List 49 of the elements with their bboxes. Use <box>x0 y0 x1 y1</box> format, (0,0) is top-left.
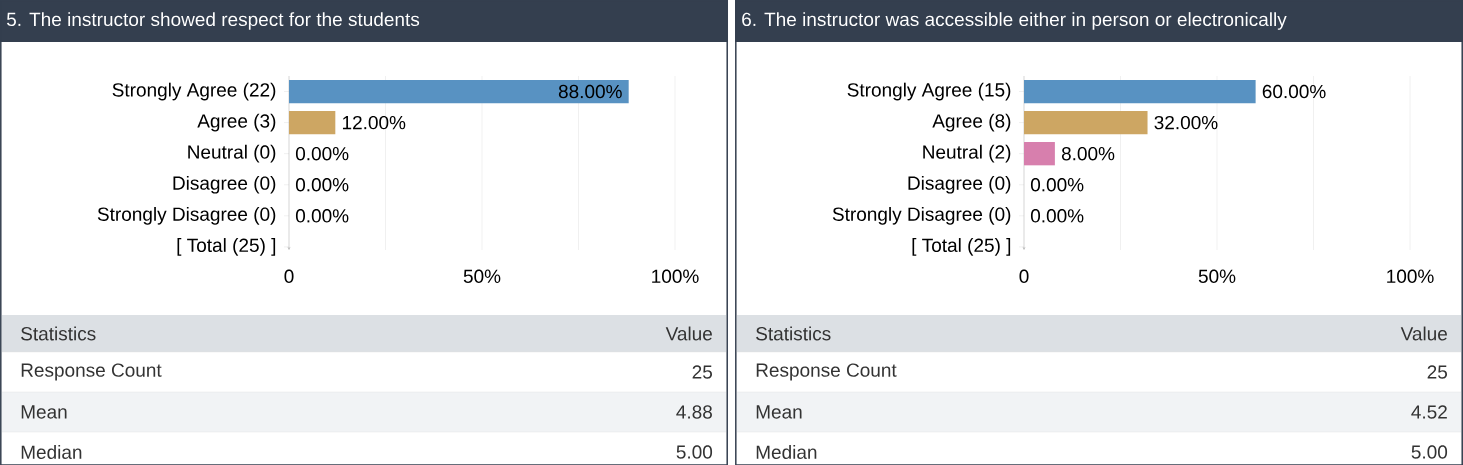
y-tick-label: [ Total (25) ] <box>912 238 1011 256</box>
data-label: 0.00% <box>1030 209 1084 223</box>
x-tick-label: 100% <box>1387 269 1434 283</box>
text: Statistics <box>756 326 831 341</box>
y-tick-label: Neutral (0) <box>188 144 276 163</box>
data-label: 5.00 <box>1411 445 1448 459</box>
data-label: 32.00% <box>1154 115 1218 130</box>
x-tick-label: 100% <box>652 269 699 283</box>
category-label: Mean <box>21 405 67 419</box>
category-label: Response Count <box>756 363 897 381</box>
x-tick-label: 0 <box>1019 269 1029 283</box>
text: Value <box>665 326 712 341</box>
data-label: 25 <box>692 365 713 379</box>
y-tick-label: Neutral (2) <box>923 144 1011 163</box>
data-label: 0.00% <box>295 178 349 192</box>
x-tick-label: 50% <box>463 269 501 283</box>
y-tick-label: Strongly Agree (22) <box>112 82 276 101</box>
chart-title: 6. The instructor was accessible either in person or electronically <box>742 12 1287 30</box>
y-tick-label: Agree (3) <box>197 113 276 132</box>
y-tick-label: [ Total (25) ] <box>177 238 276 256</box>
text: Value <box>1400 326 1447 341</box>
bar <box>1024 142 1055 166</box>
data-label: 0.00% <box>1030 178 1084 192</box>
category-label: Response Count <box>21 363 162 381</box>
data-label: 8.00% <box>1061 146 1115 161</box>
data-label: 0.00% <box>295 146 349 161</box>
y-tick-label: Strongly Disagree (0) <box>832 206 1011 225</box>
chart-title: 5. The instructor showed respect for the students <box>6 12 420 30</box>
text: Statistics <box>21 326 96 341</box>
x-tick-label: 50% <box>1198 269 1236 283</box>
x-tick-label: 0 <box>284 269 294 283</box>
data-label: 4.88 <box>676 405 712 419</box>
data-label: 5.00 <box>676 445 713 459</box>
data-label: 0.00% <box>295 209 349 223</box>
category-label: Median <box>756 445 817 459</box>
data-label: 25 <box>1427 365 1448 379</box>
data-label: 88.00% <box>558 84 622 99</box>
y-tick-label: Agree (8) <box>932 113 1011 132</box>
y-tick-label: Disagree (0) <box>173 175 276 194</box>
bar <box>1024 110 1148 135</box>
bar <box>1024 79 1256 104</box>
data-label: 60.00% <box>1262 84 1326 99</box>
y-tick-label: Strongly Disagree (0) <box>97 206 276 225</box>
y-tick-label: Disagree (0) <box>908 175 1011 194</box>
data-label: 4.52 <box>1411 405 1447 419</box>
category-label: Median <box>21 445 82 459</box>
category-label: Mean <box>756 405 802 419</box>
y-tick-label: Strongly Agree (15) <box>847 82 1011 101</box>
data-label: 12.00% <box>342 115 406 130</box>
